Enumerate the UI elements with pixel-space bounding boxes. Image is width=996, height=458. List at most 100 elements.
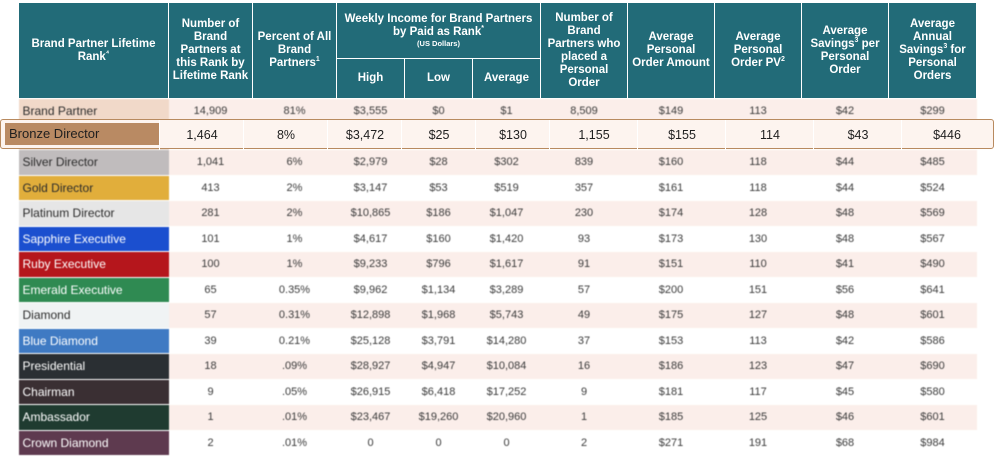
high-cell: $25,128 <box>336 328 405 354</box>
rank-cell: Blue Diamond <box>18 328 169 354</box>
placed-cell: 2 <box>540 430 628 456</box>
table-header: Brand Partner Lifetime Rank⁴ Number of B… <box>18 2 977 99</box>
percent-cell: .09% <box>252 353 337 380</box>
low-cell: 0 <box>404 430 473 456</box>
pv-cell: 118 <box>714 175 802 201</box>
avg-cell: $1,420 <box>472 226 541 252</box>
savings-cell: $56 <box>801 277 889 303</box>
avg-cell: $5,743 <box>472 302 541 329</box>
rank-cell: Silver Director <box>18 149 169 176</box>
percent-cell: 0.35% <box>252 277 337 303</box>
savings-cell: $48 <box>801 226 889 252</box>
annual-cell: $641 <box>888 277 977 303</box>
header-annual-savings: Average Annual Savings3 for Personal Ord… <box>888 2 977 99</box>
table-row: Silver Director 1,041 6% $2,979 $28 $302 839 $1… <box>18 149 977 176</box>
savings-cell: $41 <box>801 251 889 278</box>
high-cell: $23,467 <box>336 404 405 431</box>
pv-cell: 151 <box>714 277 802 303</box>
percent-cell: .05% <box>252 379 337 405</box>
savings-cell: $48 <box>801 302 889 329</box>
low-cell: $186 <box>404 200 473 227</box>
rank-cell: Chairman <box>18 379 169 405</box>
high-cell: $10,865 <box>336 200 405 227</box>
pv-cell: 118 <box>714 149 802 176</box>
highlight-annual: $446 <box>901 120 992 150</box>
count-cell: 101 <box>168 226 253 252</box>
annual-cell: $524 <box>888 175 977 201</box>
amount-cell: $173 <box>627 226 715 252</box>
table-row: Presidential 18.09% $28,927 $4,947 $10,084 16… <box>18 353 977 380</box>
rank-cell: Crown Diamond <box>18 430 169 456</box>
income-disclosure-table-container: Brand Partner Lifetime Rank⁴ Number of B… <box>18 2 977 456</box>
count-cell: 57 <box>168 302 253 329</box>
annual-cell: $490 <box>888 251 977 278</box>
pv-cell: 191 <box>714 430 802 456</box>
annual-cell: $984 <box>888 430 977 456</box>
amount-cell: $271 <box>627 430 715 456</box>
pv-cell: 113 <box>714 328 802 354</box>
percent-cell: 6% <box>252 149 337 176</box>
avg-cell: 0 <box>472 430 541 456</box>
avg-cell: $14,280 <box>472 328 541 354</box>
placed-cell: 37 <box>540 328 628 354</box>
highlight-count: 1,464 <box>159 120 244 150</box>
percent-cell: 1% <box>252 251 337 278</box>
annual-cell: $601 <box>888 302 977 329</box>
low-cell: $53 <box>404 175 473 201</box>
highlight-pv: 114 <box>725 120 814 150</box>
savings-cell: $48 <box>801 200 889 227</box>
placed-cell: 93 <box>540 226 628 252</box>
percent-cell: 0.31% <box>252 302 337 329</box>
low-cell: $6,418 <box>404 379 473 405</box>
high-cell: $28,927 <box>336 353 405 380</box>
table-row: Platinum Director 281 2% $10,865 $186 $1,047 2… <box>18 200 977 227</box>
amount-cell: $200 <box>627 277 715 303</box>
amount-cell: $186 <box>627 353 715 380</box>
high-cell: $4,617 <box>336 226 405 252</box>
annual-cell: $580 <box>888 379 977 405</box>
header-avg-order-amount: Average Personal Order Amount <box>627 2 715 99</box>
savings-cell: $46 <box>801 404 889 431</box>
header-average: Average <box>472 58 541 99</box>
highlight-average: $130 <box>475 120 550 150</box>
rank-cell: Emerald Executive <box>18 277 169 303</box>
rank-cell: Sapphire Executive <box>18 226 169 252</box>
rank-cell: Platinum Director <box>18 200 169 227</box>
table-row: Diamond 57 0.31% $12,898 $1,968 $5,743 49 $175 1… <box>18 302 977 329</box>
highlight-savings: $43 <box>813 120 902 150</box>
placed-cell: 9 <box>540 379 628 405</box>
table-row: Blue Diamond 39 0.21% $25,128 $3,791 $14,280 3… <box>18 328 977 354</box>
percent-cell: .01% <box>252 430 337 456</box>
header-percent: Percent of All Brand Partners1 <box>252 2 337 99</box>
placed-cell: 1 <box>540 404 628 431</box>
highlight-low: $25 <box>401 120 476 150</box>
high-cell: $9,962 <box>336 277 405 303</box>
highlighted-row-bronze-director[interactable]: Bronze Director 1,464 8% $3,472 $25 $130… <box>0 119 994 150</box>
rank-cell: Ambassador <box>18 404 169 431</box>
highlight-amount: $155 <box>637 120 726 150</box>
low-cell: $4,947 <box>404 353 473 380</box>
header-high: High <box>336 58 405 99</box>
percent-cell: 2% <box>252 175 337 201</box>
avg-cell: $519 <box>472 175 541 201</box>
pv-cell: 127 <box>714 302 802 329</box>
low-cell: $1,968 <box>404 302 473 329</box>
placed-cell: 57 <box>540 277 628 303</box>
high-cell: 0 <box>336 430 405 456</box>
high-cell: $3,147 <box>336 175 405 201</box>
highlight-placed: 1,155 <box>549 120 638 150</box>
percent-cell: .01% <box>252 404 337 431</box>
avg-cell: $20,960 <box>472 404 541 431</box>
percent-cell: 0.21% <box>252 328 337 354</box>
amount-cell: $175 <box>627 302 715 329</box>
amount-cell: $161 <box>627 175 715 201</box>
low-cell: $160 <box>404 226 473 252</box>
count-cell: 2 <box>168 430 253 456</box>
header-rank: Brand Partner Lifetime Rank⁴ <box>18 2 169 99</box>
placed-cell: 49 <box>540 302 628 329</box>
pv-cell: 123 <box>714 353 802 380</box>
table-row: Gold Director 413 2% $3,147 $53 $519 357 $161 11… <box>18 175 977 201</box>
rank-cell: Gold Director <box>18 175 169 201</box>
amount-cell: $153 <box>627 328 715 354</box>
header-placed-order: Number of Brand Partners who placed a Pe… <box>540 2 628 99</box>
